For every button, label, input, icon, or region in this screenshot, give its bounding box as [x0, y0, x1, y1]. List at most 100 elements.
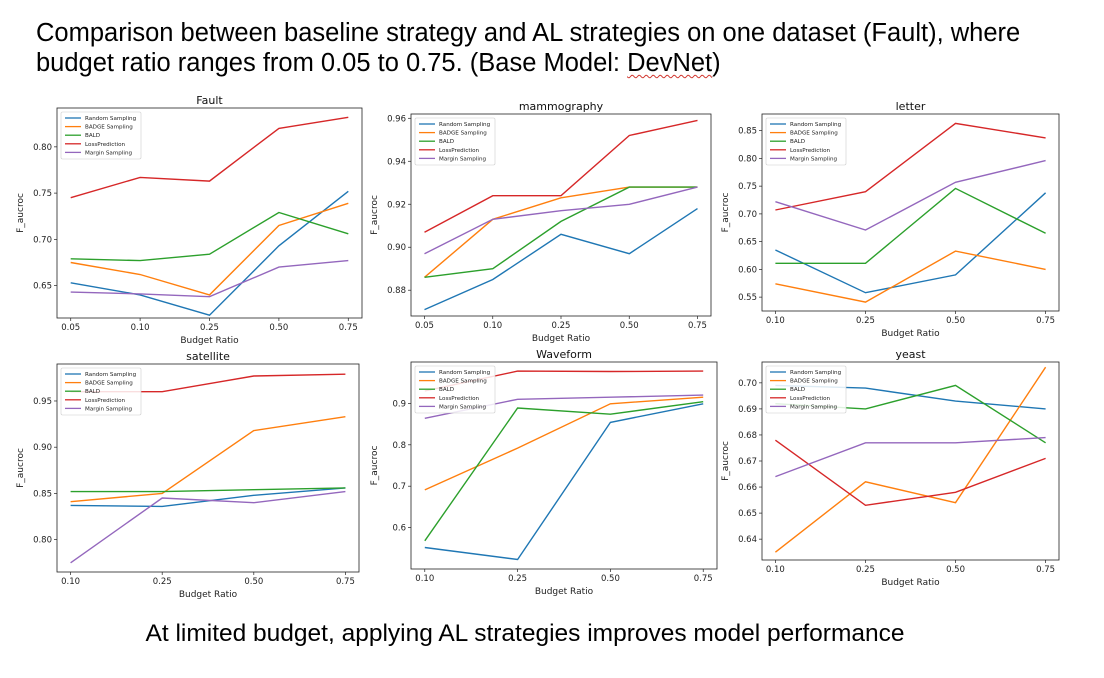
y-axis-label: F_aucroc: [370, 195, 380, 235]
y-tick-label: 0.65: [738, 509, 757, 519]
legend-entry: BADGE Sampling: [85, 381, 133, 387]
plot-frame: [761, 113, 1060, 312]
series-line-margin-sampling: [775, 159, 1046, 231]
x-tick-label: 0.25: [552, 321, 571, 331]
x-axis-label: Budget Ratio: [535, 587, 594, 597]
series-line-badge-sampling: [424, 186, 698, 278]
series-line-margin-sampling: [424, 186, 698, 255]
legend-entry: Margin Sampling: [85, 150, 133, 156]
chart-title: Waveform: [536, 348, 592, 361]
y-tick-label: 0.68: [738, 431, 757, 441]
legend-box: [765, 365, 847, 414]
y-axis-label: F_aucroc: [721, 441, 731, 481]
series-line-bald: [70, 211, 349, 262]
y-tick-label: 0.69: [738, 405, 757, 415]
x-tick-label: 0.75: [339, 323, 358, 333]
y-tick-label: 0.70: [738, 379, 757, 389]
plot-frame: [410, 361, 718, 570]
x-tick-label: 0.50: [946, 316, 965, 326]
x-tick-label: 0.10: [131, 323, 150, 333]
series-line-lossprediction: [70, 116, 349, 199]
legend-entry: Random Sampling: [790, 370, 842, 376]
slide-title: Comparison between baseline strategy and…: [36, 18, 1086, 78]
chart-yeast: yeast 0.10 0.25 0.50 0.75 0.64 0.65 0.66 0.67 0.6…: [721, 348, 1060, 588]
y-axis-label: F_aucroc: [721, 193, 731, 233]
y-tick-label: 0.96: [387, 114, 406, 124]
legend-entry: BADGE Sampling: [85, 125, 133, 131]
y-tick-label: 0.94: [387, 157, 406, 167]
chart-waveform: Waveform 0.10 0.25 0.50 0.75 0.6 0.7 0.8 0.9 Budg…: [370, 348, 718, 597]
x-tick-label: 0.75: [1036, 565, 1055, 575]
legend-entry: Margin Sampling: [439, 156, 487, 162]
x-tick-label: 0.05: [61, 323, 80, 333]
legend-box: [414, 117, 496, 166]
y-tick-label: 0.55: [738, 293, 757, 303]
series-line-lossprediction: [775, 122, 1046, 211]
legend-entry: Margin Sampling: [790, 404, 838, 410]
legend-box: [414, 365, 496, 414]
series-line-badge-sampling: [70, 416, 346, 503]
series-line-bald: [775, 187, 1046, 265]
y-tick-label: 0.80: [33, 536, 52, 546]
legend-entry: BADGE Sampling: [790, 379, 838, 385]
y-tick-label: 0.64: [738, 535, 757, 545]
legend-box: [60, 367, 142, 416]
y-tick-label: 0.95: [33, 397, 52, 407]
y-tick-label: 0.75: [738, 182, 757, 192]
series-line-random-sampling: [424, 208, 698, 311]
y-tick-label: 0.92: [387, 200, 406, 210]
y-tick-label: 0.80: [738, 154, 757, 164]
y-tick-label: 0.6: [392, 524, 406, 534]
series-line-margin-sampling: [70, 490, 346, 564]
legend-entry: Margin Sampling: [790, 156, 838, 162]
y-axis-label: F_aucroc: [16, 193, 26, 233]
chart-satellite: satellite 0.10 0.25 0.50 0.75 0.80 0.85 0.90 0.9…: [16, 350, 360, 600]
series-line-lossprediction: [774, 439, 1046, 507]
legend-entry: Random Sampling: [790, 122, 842, 128]
legend-entry: LossPrediction: [790, 396, 831, 402]
y-tick-label: 0.90: [33, 443, 52, 453]
y-axis-label: F_aucroc: [16, 448, 26, 488]
legend-entry: LossPrediction: [439, 396, 480, 402]
legend-entry: BALD: [790, 387, 805, 393]
x-tick-label: 0.75: [688, 321, 707, 331]
legend-entry: BALD: [85, 389, 100, 395]
series-line-bald: [424, 186, 698, 278]
series-line-lossprediction: [424, 119, 698, 233]
y-tick-label: 0.60: [738, 265, 757, 275]
y-tick-label: 0.90: [387, 243, 406, 253]
y-tick-label: 0.65: [33, 282, 52, 292]
x-tick-label: 0.25: [153, 577, 172, 587]
y-tick-label: 0.7: [392, 482, 406, 492]
legend-entry: Random Sampling: [85, 372, 137, 378]
x-tick-label: 0.25: [856, 316, 875, 326]
legend-entry: BALD: [790, 139, 805, 145]
x-axis-label: Budget Ratio: [179, 590, 238, 600]
legend-entry: BALD: [85, 133, 100, 139]
x-tick-label: 0.10: [61, 577, 80, 587]
series-line-random-sampling: [424, 403, 704, 561]
chart-title: mammography: [519, 100, 604, 113]
x-tick-label: 0.50: [620, 321, 639, 331]
legend-entry: LossPrediction: [790, 148, 831, 154]
legend-box: [60, 111, 142, 160]
legend-entry: Random Sampling: [439, 370, 491, 376]
chart-letter: letter 0.10 0.25 0.50 0.75 0.55 0.60 0.65 0.70 0.…: [721, 100, 1060, 339]
y-tick-label: 0.85: [33, 489, 52, 499]
x-axis-label: Budget Ratio: [532, 334, 591, 344]
x-tick-label: 0.75: [336, 577, 355, 587]
series-line-badge-sampling: [775, 250, 1046, 303]
legend-entry: LossPrediction: [439, 148, 480, 154]
legend-box: [765, 117, 847, 166]
x-tick-label: 0.50: [244, 577, 263, 587]
series-line-badge-sampling: [424, 396, 704, 491]
series-line-badge-sampling: [774, 366, 1047, 553]
x-tick-label: 0.25: [200, 323, 219, 333]
legend-entry: BADGE Sampling: [439, 131, 487, 137]
legend-entry: Random Sampling: [85, 116, 137, 122]
x-tick-label: 0.25: [856, 565, 875, 575]
y-tick-label: 0.70: [738, 210, 757, 220]
legend-entry: BALD: [439, 139, 454, 145]
x-tick-label: 0.10: [766, 565, 785, 575]
x-tick-label: 0.25: [508, 574, 527, 584]
